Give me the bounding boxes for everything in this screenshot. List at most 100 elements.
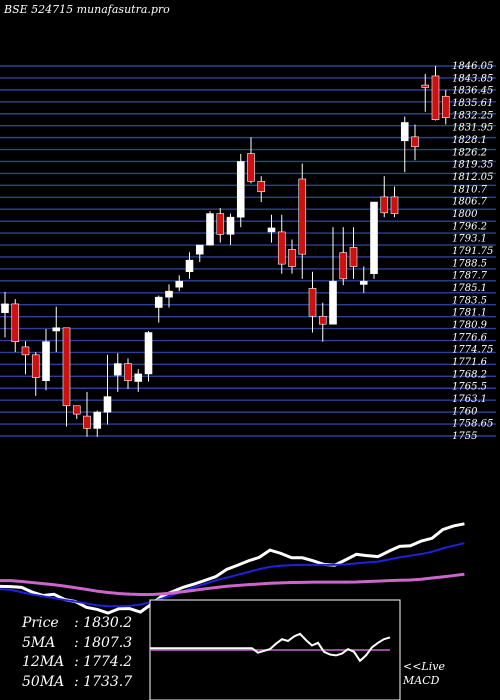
candle [400,116,409,173]
candle [113,353,122,392]
axis-tick-label: 1781.1 [452,308,487,319]
candle [21,341,30,375]
stat-label: Price [22,615,59,631]
axis-tick-label: 1800 [452,209,478,220]
live-link[interactable]: <<Live MACD [403,660,445,688]
candle-body [21,346,30,356]
candle-body [134,373,143,382]
axis-tick-label: 1832.25 [452,110,493,121]
axis-tick-label: 1793.1 [452,234,487,245]
candle-body [185,259,194,272]
candle-body [267,227,276,233]
candle-body [421,84,430,88]
moving-average-panel [0,522,465,615]
candle [370,201,378,279]
axis-tick-label: 1843.85 [452,73,493,84]
candle [134,369,143,392]
stat-label: 5MA [22,634,56,651]
candle [185,252,194,279]
candle [257,176,266,203]
chart-title: BSE 524715 munafasutra.pro [4,3,170,16]
candle [349,227,358,279]
candle-body [103,396,112,413]
stat-value: 1830.2 [83,615,133,631]
candle-body [277,231,286,265]
ma-line [0,572,465,597]
axis-tick-label: 1810.7 [452,184,488,195]
candle-body [390,196,399,214]
candle-body [236,161,245,218]
candle [83,391,91,437]
candle [308,271,317,333]
axis-tick-label: 1783.5 [452,295,487,306]
candle [93,410,102,437]
candle [31,352,40,396]
stat-value: 1733.7 [83,673,133,690]
candle [1,291,9,338]
axis-tick-label: 1846.05 [452,61,493,72]
axis-tick-label: 1765.5 [452,382,487,393]
axis-tick-label: 1760 [452,406,478,417]
candle [267,214,276,243]
axis-tick-label: 1791.75 [452,246,493,257]
stat-sep: : [74,654,79,670]
candle-body [124,363,132,381]
stat-value: 1774.2 [83,654,133,670]
stats-box: Price: 1830.2 5MA: 1807.3 12MA: 1774.2 5… [22,614,132,692]
axis-tick-label: 1836.45 [452,86,493,97]
candle-body [165,290,173,298]
candle [144,330,153,382]
candle-body [93,411,102,429]
candle [154,295,163,323]
axis-tick-label: 1819.35 [452,160,493,171]
candle-body [11,303,20,343]
candle [124,358,132,390]
candle [329,227,337,325]
candle [441,89,450,125]
stat-price: Price: 1830.2 [22,614,132,634]
candle-body [206,213,214,246]
axis-tick-label: 1828.1 [452,135,487,146]
candle [318,302,327,342]
axis-tick-label: 1758.65 [452,419,493,430]
candle [411,124,419,161]
candle [298,163,307,279]
candle-body [1,303,9,313]
axis-tick-label: 1780.9 [452,320,488,331]
candle [175,275,184,292]
stat-50ma: 50MA: 1733.7 [22,673,132,693]
candle-body [42,341,50,381]
candle [359,266,368,293]
candle [226,213,235,246]
axis-tick-label: 1831.95 [452,123,493,134]
axis-tick-label: 1774.75 [452,345,493,356]
candle-body [62,327,71,407]
candle-body [329,280,337,325]
live-label[interactable]: <<Live [403,660,445,673]
candle [72,405,81,419]
candle-body [370,201,378,274]
candle [103,354,112,425]
candle-body [339,252,348,280]
candle-body [195,244,204,255]
candle-body [400,122,409,142]
stat-sep: : [74,673,79,690]
stat-sep: : [74,634,79,651]
axis-tick-label: 1806.7 [452,197,488,208]
candle-body [154,296,163,308]
candle-body [216,213,225,235]
axis-tick-label: 1787.7 [452,271,488,282]
axis-tick-label: 1796.2 [452,221,487,232]
candle-body [257,181,266,193]
axis-tick-label: 1755 [452,431,477,442]
candle [216,208,225,243]
candle-body [441,95,450,119]
axis-tick-label: 1776.6 [452,332,488,343]
candle-body [318,315,327,325]
stat-label: 50MA [22,673,65,690]
candle-body [52,327,61,332]
candle-body [113,363,122,376]
ma-line [0,542,465,608]
candle [431,66,440,121]
